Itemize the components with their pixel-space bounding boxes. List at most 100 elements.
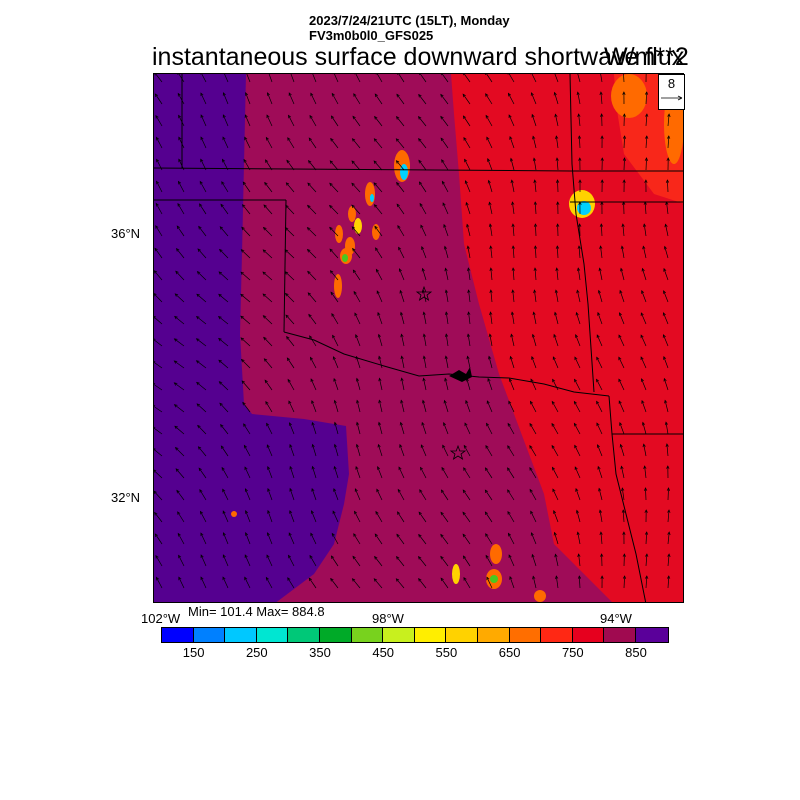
wind-arrow — [490, 268, 493, 281]
wind-arrow — [177, 511, 185, 523]
wind-arrow — [154, 270, 163, 281]
wind-arrow — [373, 578, 383, 589]
colorbar-swatch — [383, 628, 415, 642]
wind-arrow-head — [466, 333, 471, 338]
wind-arrow-head — [398, 246, 402, 251]
wind-arrow-head — [395, 555, 400, 560]
wind-arrow — [178, 159, 185, 171]
wind-arrow — [445, 312, 449, 325]
wind-arrow-head — [509, 355, 513, 360]
star-dallas-fort-worth — [449, 444, 467, 460]
wind-arrow-head — [311, 443, 315, 448]
wind-arrow — [198, 226, 207, 237]
wind-arrow — [352, 578, 361, 589]
wind-arrow-head — [418, 181, 423, 186]
wind-arrow-head — [420, 224, 424, 229]
wind-arrow — [419, 203, 427, 215]
wind-arrow — [421, 246, 427, 259]
wind-arrow — [645, 91, 648, 105]
wind-arrow — [353, 93, 361, 105]
wind-arrow-head — [288, 400, 292, 405]
wind-arrow-head — [442, 202, 446, 207]
wind-arrow — [508, 114, 515, 127]
wind-arrow-head — [352, 555, 356, 560]
wind-arrow-head — [463, 444, 467, 449]
wind-arrow — [467, 246, 471, 259]
wind-arrow-head — [351, 182, 355, 187]
wind-arrow — [375, 247, 383, 259]
wind-arrow — [285, 205, 295, 215]
wind-arrow — [645, 113, 648, 127]
wind-arrow-head — [154, 93, 159, 98]
wind-arrow — [663, 268, 669, 281]
wind-arrow — [285, 293, 295, 303]
wind-arrow-head — [378, 399, 382, 404]
wind-arrow — [529, 467, 537, 479]
wind-arrow — [530, 378, 537, 391]
wind-arrow-head — [485, 445, 489, 449]
wind-arrow-head — [667, 113, 671, 118]
wind-arrow-head — [198, 467, 202, 472]
vector-reference-box: 8 — [658, 74, 685, 110]
colorbar-tick-label: 150 — [182, 645, 205, 660]
colorbar-swatch — [446, 628, 478, 642]
wind-arrow-head — [331, 532, 335, 537]
wind-arrow-head — [574, 466, 578, 471]
wind-arrow — [196, 293, 207, 303]
wind-arrow — [487, 378, 493, 391]
wind-arrow — [486, 74, 493, 83]
wind-arrow — [463, 445, 471, 457]
wind-arrow — [555, 554, 559, 567]
wind-arrow-head — [662, 334, 666, 338]
wind-arrow — [240, 337, 251, 347]
wind-arrow-head — [308, 577, 312, 582]
wind-arrow — [464, 422, 471, 435]
wind-arrow — [640, 334, 647, 347]
wind-arrow — [352, 556, 361, 567]
wind-arrow — [485, 445, 493, 457]
lon-label-94w: 94°W — [600, 611, 632, 626]
wind-arrow-head — [356, 421, 360, 426]
wind-arrow-head — [486, 576, 490, 581]
wind-arrow-head — [484, 511, 489, 516]
wind-arrow — [263, 227, 273, 237]
wind-arrow — [532, 136, 537, 149]
wind-arrow-head — [352, 269, 357, 274]
wind-arrow-head — [331, 312, 335, 317]
wind-arrow-head — [552, 356, 556, 361]
wind-arrow — [640, 312, 647, 325]
wind-arrow — [175, 270, 185, 281]
colorbar-swatch — [256, 628, 289, 642]
wind-arrow — [507, 511, 515, 523]
wind-arrow-head — [154, 405, 156, 406]
wind-arrow-head — [467, 267, 471, 272]
wind-arrow-head — [596, 334, 600, 339]
wind-arrow — [356, 444, 361, 457]
wind-arrow — [486, 400, 493, 413]
wind-arrow — [577, 532, 581, 545]
wind-arrow-head — [374, 115, 378, 120]
wind-arrow-head — [197, 446, 202, 450]
wind-arrow-head — [156, 136, 160, 141]
wind-arrow-head — [485, 554, 489, 559]
wind-arrow — [530, 511, 537, 523]
wind-arrow-head — [285, 182, 290, 186]
wind-arrow-head — [489, 289, 493, 294]
wind-arrow-head — [307, 292, 312, 296]
wind-arrow-head — [620, 245, 624, 250]
wind-arrow-head — [241, 226, 245, 231]
wind-arrow-head — [577, 553, 581, 558]
wind-arrow — [667, 487, 669, 501]
wind-arrow — [200, 159, 207, 171]
wind-arrow — [641, 290, 647, 303]
wind-arrow-head — [220, 203, 224, 208]
wind-arrow-head — [307, 182, 311, 187]
wind-arrow — [622, 509, 625, 523]
wind-arrow-head — [511, 201, 515, 206]
wind-arrow-head — [333, 488, 337, 492]
wind-arrow — [288, 92, 295, 105]
wind-arrow-head — [174, 315, 178, 320]
wind-arrow-head — [242, 401, 246, 406]
wind-arrow-head — [443, 399, 447, 404]
wind-arrow-head — [554, 289, 558, 294]
